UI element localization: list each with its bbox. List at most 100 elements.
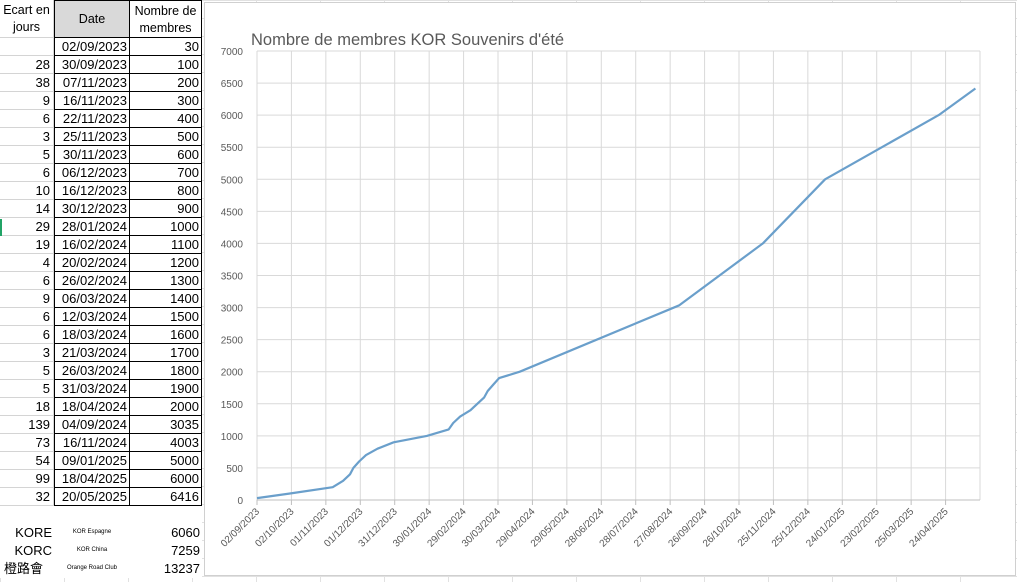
members-cell[interactable]: 600 — [130, 146, 202, 164]
gap-cell[interactable]: 9 — [0, 92, 54, 110]
gap-cell[interactable]: 29 — [0, 218, 54, 236]
gap-cell[interactable]: 3 — [0, 344, 54, 362]
date-cell[interactable]: 18/04/2025 — [54, 470, 130, 488]
members-cell[interactable]: 1900 — [130, 380, 202, 398]
members-cell[interactable]: 30 — [130, 38, 202, 56]
gap-cell[interactable]: 19 — [0, 236, 54, 254]
members-cell[interactable]: 3035 — [130, 416, 202, 434]
members-cell[interactable]: 100 — [130, 56, 202, 74]
gap-cell[interactable]: 6 — [0, 164, 54, 182]
date-cell[interactable]: 30/09/2023 — [54, 56, 130, 74]
date-cell[interactable]: 02/09/2023 — [54, 38, 130, 56]
gap-cell[interactable]: 5 — [0, 362, 54, 380]
gap-cell[interactable]: 6 — [0, 110, 54, 128]
members-cell[interactable]: 700 — [130, 164, 202, 182]
line-chart[interactable]: Nombre de membres KOR Souvenirs d'été 0 5… — [204, 2, 1016, 576]
gap-cell[interactable]: 3 — [0, 128, 54, 146]
club-logo: KOR Espagne — [54, 524, 130, 542]
date-cell[interactable]: 25/11/2023 — [54, 128, 130, 146]
members-cell[interactable]: 1600 — [130, 326, 202, 344]
header-members[interactable]: Nombre de membres — [130, 0, 202, 38]
members-cell[interactable]: 1800 — [130, 362, 202, 380]
club-code[interactable]: 橙路會 — [0, 560, 54, 578]
date-cell[interactable]: 16/02/2024 — [54, 236, 130, 254]
y-tick-label: 3500 — [221, 272, 244, 283]
date-cell[interactable]: 21/03/2024 — [54, 344, 130, 362]
date-cell[interactable]: 12/03/2024 — [54, 308, 130, 326]
members-cell[interactable]: 200 — [130, 74, 202, 92]
club-members-value[interactable]: 7259 — [130, 542, 202, 560]
gap-cell[interactable]: 54 — [0, 452, 54, 470]
date-cell[interactable]: 09/01/2025 — [54, 452, 130, 470]
y-tick-label: 2500 — [221, 336, 244, 347]
members-cell[interactable]: 1000 — [130, 218, 202, 236]
header-date[interactable]: Date — [54, 0, 130, 38]
date-cell[interactable]: 16/12/2023 — [54, 182, 130, 200]
y-tick-label: 5500 — [221, 143, 244, 154]
gap-cell[interactable]: 18 — [0, 398, 54, 416]
gap-cell[interactable]: 6 — [0, 308, 54, 326]
date-cell[interactable]: 26/02/2024 — [54, 272, 130, 290]
y-tick-label: 1500 — [221, 400, 244, 411]
members-cell[interactable]: 6000 — [130, 470, 202, 488]
series-line — [256, 87, 977, 500]
members-cell[interactable]: 1300 — [130, 272, 202, 290]
gap-cell[interactable]: 5 — [0, 146, 54, 164]
y-tick-label: 1000 — [221, 432, 244, 443]
date-cell[interactable]: 07/11/2023 — [54, 74, 130, 92]
members-cell[interactable]: 800 — [130, 182, 202, 200]
club-code[interactable]: KORC — [0, 542, 54, 560]
gap-cell[interactable]: 5 — [0, 380, 54, 398]
date-cell[interactable]: 18/03/2024 — [54, 326, 130, 344]
header-gap-days[interactable]: Ecart en jours — [0, 0, 54, 38]
date-cell[interactable]: 28/01/2024 — [54, 218, 130, 236]
date-cell[interactable]: 26/03/2024 — [54, 362, 130, 380]
club-code[interactable]: KORE — [0, 524, 54, 542]
members-cell[interactable]: 500 — [130, 128, 202, 146]
members-cell[interactable]: 2000 — [130, 398, 202, 416]
date-cell[interactable]: 20/05/2025 — [54, 488, 130, 506]
gap-cell[interactable]: 73 — [0, 434, 54, 452]
date-cell[interactable]: 20/02/2024 — [54, 254, 130, 272]
gap-cell[interactable] — [0, 38, 54, 56]
gap-cell[interactable]: 28 — [0, 56, 54, 74]
gap-cell[interactable]: 6 — [0, 326, 54, 344]
gap-cell[interactable]: 99 — [0, 470, 54, 488]
members-cell[interactable]: 1400 — [130, 290, 202, 308]
date-cell[interactable]: 16/11/2023 — [54, 92, 130, 110]
date-cell[interactable]: 06/12/2023 — [54, 164, 130, 182]
members-cell[interactable]: 1100 — [130, 236, 202, 254]
blank-row — [0, 506, 202, 524]
club-members-value[interactable]: 13237 — [130, 560, 202, 578]
y-tick-label: 7000 — [221, 47, 244, 58]
gap-cell[interactable]: 14 — [0, 200, 54, 218]
members-cell[interactable]: 1500 — [130, 308, 202, 326]
members-cell[interactable]: 6416 — [130, 488, 202, 506]
date-cell[interactable]: 06/03/2024 — [54, 290, 130, 308]
date-cell[interactable]: 31/03/2024 — [54, 380, 130, 398]
members-cell[interactable]: 1700 — [130, 344, 202, 362]
club-members-value[interactable]: 6060 — [130, 524, 202, 542]
gap-cell[interactable]: 38 — [0, 74, 54, 92]
members-cell[interactable]: 300 — [130, 92, 202, 110]
date-cell[interactable]: 18/04/2024 — [54, 398, 130, 416]
members-cell[interactable]: 900 — [130, 200, 202, 218]
date-cell[interactable]: 22/11/2023 — [54, 110, 130, 128]
date-cell[interactable]: 30/12/2023 — [54, 200, 130, 218]
chart-plot: 0 500 1000 1500 2000 2500 3000 3500 4000 4500 5000… — [219, 47, 981, 550]
gap-cell[interactable]: 139 — [0, 416, 54, 434]
gap-cell[interactable]: 32 — [0, 488, 54, 506]
date-cell[interactable]: 30/11/2023 — [54, 146, 130, 164]
members-cell[interactable]: 400 — [130, 110, 202, 128]
date-cell[interactable]: 16/11/2024 — [54, 434, 130, 452]
date-cell[interactable]: 04/09/2024 — [54, 416, 130, 434]
gap-cell[interactable]: 6 — [0, 272, 54, 290]
gap-cell[interactable]: 10 — [0, 182, 54, 200]
gap-cell[interactable]: 9 — [0, 290, 54, 308]
members-cell[interactable]: 5000 — [130, 452, 202, 470]
members-cell[interactable]: 4003 — [130, 434, 202, 452]
chart-title: Nombre de membres KOR Souvenirs d'été — [251, 31, 565, 49]
members-cell[interactable]: 1200 — [130, 254, 202, 272]
gap-cell[interactable]: 4 — [0, 254, 54, 272]
y-tick-label: 0 — [237, 496, 243, 507]
